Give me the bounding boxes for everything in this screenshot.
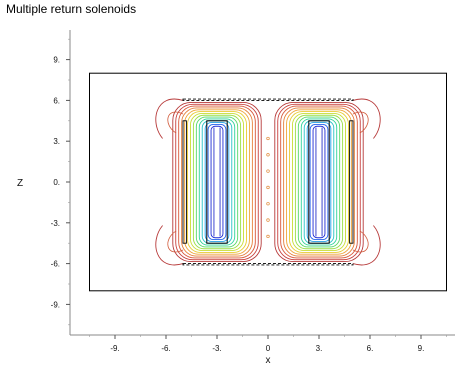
contour-lobe: [352, 225, 381, 266]
contour-dot: [266, 218, 270, 222]
contour-dot: [266, 202, 270, 206]
contour-line: [175, 103, 259, 261]
solenoid-coils: [206, 120, 330, 244]
x-tick-label: 9.: [418, 344, 425, 353]
y-tick-label: 6.: [53, 96, 60, 105]
contour-line: [207, 123, 227, 241]
boundary-box: [89, 72, 447, 292]
return-yokes: [182, 98, 354, 266]
contour-lobe: [167, 230, 184, 253]
return-yoke: [182, 263, 354, 266]
contour-line: [210, 125, 224, 239]
y-tick-label: 3.: [53, 137, 60, 146]
contour-line: [195, 116, 239, 248]
contour-line: [178, 105, 256, 259]
contour-line: [294, 114, 344, 250]
tick-labels: -9. -6. -3. 0 3. 6. 9. 9. 6. 3. 0. -3. -6. -9.: [51, 56, 425, 353]
field-contours: [155, 98, 381, 266]
x-tick-label: 0: [266, 344, 271, 353]
contour-line: [181, 107, 253, 257]
x-tick-label: 6.: [367, 344, 374, 353]
contour-line: [289, 111, 349, 253]
contour-lobe: [155, 98, 184, 139]
contour-line: [277, 103, 361, 261]
y-axis-label: Z: [17, 178, 23, 189]
contour-line: [190, 112, 244, 252]
return-yoke: [182, 120, 187, 244]
chart-title: Multiple return solenoids: [6, 2, 137, 16]
contour-dot: [266, 185, 270, 190]
return-yoke: [349, 120, 354, 244]
contour-line: [172, 101, 262, 263]
tick-marks: [66, 59, 422, 339]
y-tick-label: -3.: [51, 219, 60, 228]
return-yoke: [182, 98, 354, 101]
contour-lobe: [155, 225, 184, 266]
x-tick-label: -9.: [110, 344, 119, 353]
contour-line: [280, 105, 358, 259]
contour-line: [306, 122, 332, 242]
contour-line: [283, 107, 355, 257]
contour-line: [198, 118, 236, 246]
x-tick-label: -6.: [161, 344, 170, 353]
contour-line: [204, 122, 230, 242]
y-tick-label: 9.: [53, 56, 60, 65]
contour-line: [297, 116, 341, 248]
contour-line: [292, 112, 346, 252]
contour-dot: [266, 136, 270, 141]
contour-line: [192, 114, 242, 250]
coil-outline: [308, 120, 330, 244]
contour-lobe: [167, 111, 184, 134]
minor-ticks: [68, 38, 447, 337]
contour-lobe: [352, 230, 369, 253]
contour-line: [300, 118, 338, 246]
contour-line: [312, 125, 326, 239]
contour-lobe: [352, 98, 381, 139]
contour-line: [184, 109, 250, 255]
y-tick-label: 0.: [53, 178, 60, 187]
x-tick-label: -3.: [212, 344, 221, 353]
contour-dot: [266, 153, 270, 157]
contour-line: [309, 123, 329, 241]
y-tick-label: -9.: [51, 300, 60, 309]
contour-line: [286, 109, 352, 255]
contour-line: [187, 111, 247, 253]
coil-outline: [206, 120, 228, 244]
contour-lobe: [352, 111, 369, 134]
x-tick-label: 3.: [316, 344, 323, 353]
contour-dot: [266, 169, 270, 173]
contour-dot: [266, 234, 270, 239]
y-tick-label: -6.: [51, 260, 60, 269]
contour-line: [274, 101, 364, 263]
x-axis-label: x: [266, 355, 271, 366]
